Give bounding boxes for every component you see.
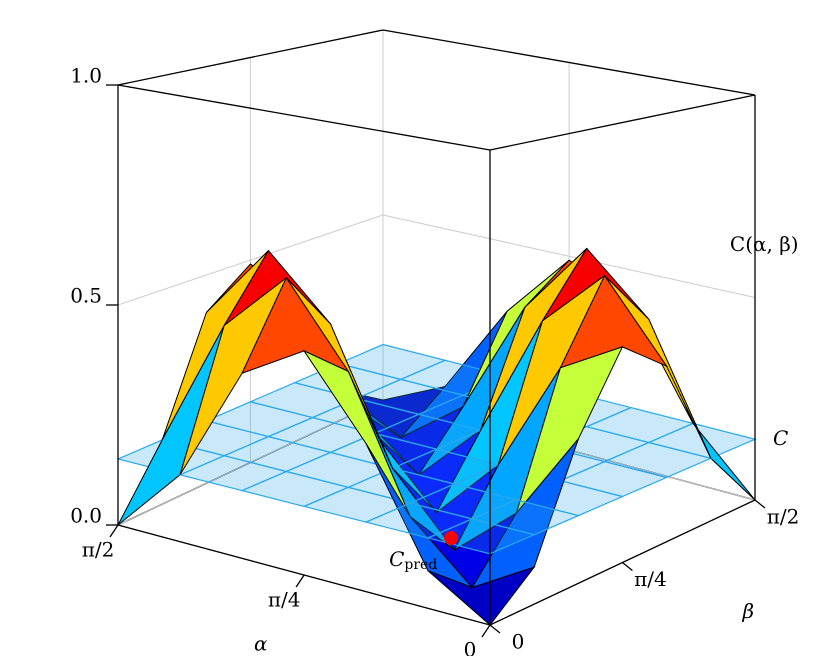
box-edge — [489, 94, 756, 151]
predicted-point — [444, 531, 459, 546]
surface-cell — [427, 566, 536, 626]
x-tick-label: 0 — [464, 638, 477, 656]
tick-mark — [109, 524, 119, 538]
y-tick-label: π/2 — [767, 505, 800, 529]
surface-label: C(α, β) — [730, 232, 799, 256]
z-tick-label: 0.5 — [70, 284, 102, 308]
z-tick-label: 1.0 — [70, 64, 102, 88]
box-edge — [117, 524, 491, 626]
point-label-main: C — [389, 547, 404, 571]
x-tick-label: π/4 — [268, 588, 301, 612]
tick-mark — [622, 562, 633, 572]
point-label: Cpred — [389, 547, 437, 574]
z-tick-label: 0.0 — [70, 504, 102, 528]
x-axis-label: α — [254, 632, 268, 656]
tick-mark — [481, 624, 491, 638]
tick-mark — [754, 499, 766, 509]
box-edge — [489, 499, 756, 626]
y-tick-label: π/4 — [634, 567, 667, 591]
point-label-sub: pred — [404, 557, 437, 573]
x-tick-label: π/2 — [82, 538, 115, 562]
y-axis-label: β — [742, 599, 755, 623]
tick-mark — [295, 574, 305, 588]
box-edge — [117, 29, 384, 86]
tick-mark — [489, 624, 501, 634]
y-tick-label: 0 — [512, 630, 525, 654]
plane-label: C — [773, 426, 788, 450]
box-edge — [382, 29, 756, 96]
box-edge — [117, 84, 491, 151]
